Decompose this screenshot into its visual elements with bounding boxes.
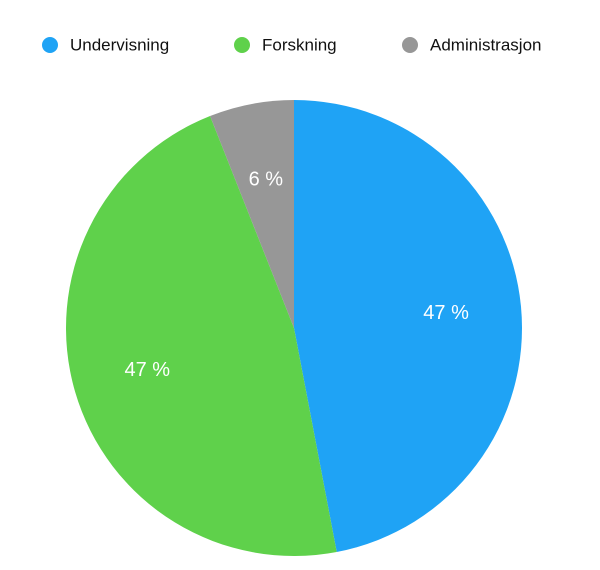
- pie-slice: [294, 100, 522, 552]
- legend-marker[interactable]: [42, 37, 58, 53]
- legend-marker[interactable]: [234, 37, 250, 53]
- slice-label: 47 %: [125, 359, 171, 381]
- slice-label: 6 %: [249, 168, 284, 190]
- legend-marker[interactable]: [402, 37, 418, 53]
- legend-label[interactable]: Forskning: [262, 35, 337, 54]
- legend-label[interactable]: Undervisning: [70, 35, 169, 54]
- slice-label: 47 %: [423, 302, 469, 324]
- legend-label[interactable]: Administrasjon: [430, 35, 542, 54]
- pie-slice: [66, 116, 337, 556]
- pie-slice: [210, 100, 294, 328]
